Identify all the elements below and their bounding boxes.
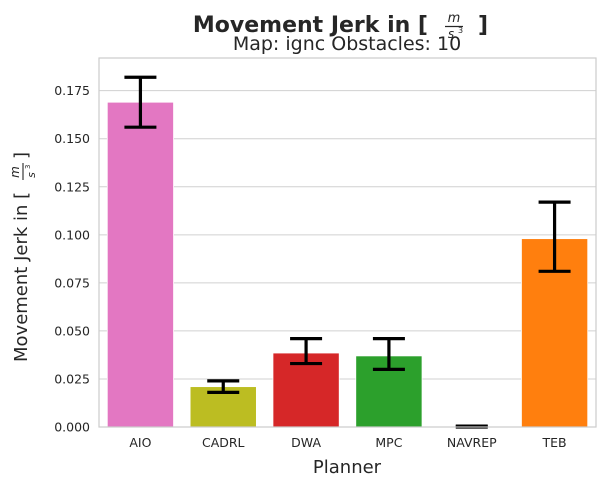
x-tick-label: TEB — [542, 435, 567, 450]
bar-teb — [521, 238, 589, 428]
title-text: Movement Jerk in [ — [193, 13, 428, 38]
y-axis-unit-numerator: m — [8, 166, 22, 178]
x-axis-label: Planner — [313, 457, 382, 478]
y-axis-unit-denominator: s — [25, 172, 38, 178]
y-axis-label-close: ] — [11, 152, 32, 159]
grid-lines — [99, 90, 596, 428]
bar-dwa — [272, 352, 340, 428]
y-tick-label: 0.000 — [54, 420, 90, 435]
error-bar-teb — [538, 200, 571, 273]
error-bar-mpc — [372, 336, 405, 371]
error-bar-dwa — [290, 336, 323, 366]
y-tick-label: 0.175 — [54, 83, 90, 98]
x-tick-label: DWA — [291, 435, 321, 450]
y-tick-label: 0.025 — [54, 371, 90, 386]
y-tick-labels: 0.000 0.025 0.050 0.075 0.100 0.125 0.150 0.175 — [54, 83, 90, 434]
x-tick-labels: AIO CADRL DWA MPC NAVREP TEB — [129, 435, 566, 450]
title-unit-denominator: s — [448, 27, 454, 41]
error-bar-cadrl — [207, 379, 240, 395]
y-tick-label: 0.050 — [54, 323, 90, 338]
y-tick-label: 0.150 — [54, 131, 90, 146]
y-tick-label: 0.100 — [54, 227, 90, 242]
x-tick-label: AIO — [129, 435, 151, 450]
y-tick-label: 0.075 — [54, 275, 90, 290]
error-bar-aio — [124, 75, 157, 129]
y-axis-label-text: Movement Jerk in [ — [11, 192, 32, 362]
title-unit-numerator: m — [448, 11, 461, 26]
title-unit-exponent: 3 — [458, 26, 463, 35]
bars — [106, 101, 589, 428]
y-axis-label: Movement Jerk in [ m s 3 ] — [8, 152, 38, 362]
x-tick-label: CADRL — [202, 435, 245, 450]
plot-frame — [98, 57, 597, 428]
y-tick-label: 0.125 — [54, 179, 90, 194]
x-tick-label: MPC — [375, 435, 402, 450]
chart-subtitle: Map: ignc Obstacles: 10 — [233, 33, 461, 55]
chart-title: Movement Jerk in [ m s 3 ] — [193, 11, 488, 41]
bar-aio — [106, 101, 174, 428]
x-tick-label: NAVREP — [447, 435, 497, 450]
title-close: ] — [478, 13, 488, 38]
error-bars — [124, 75, 571, 429]
y-axis-unit-exponent: 3 — [24, 165, 32, 169]
